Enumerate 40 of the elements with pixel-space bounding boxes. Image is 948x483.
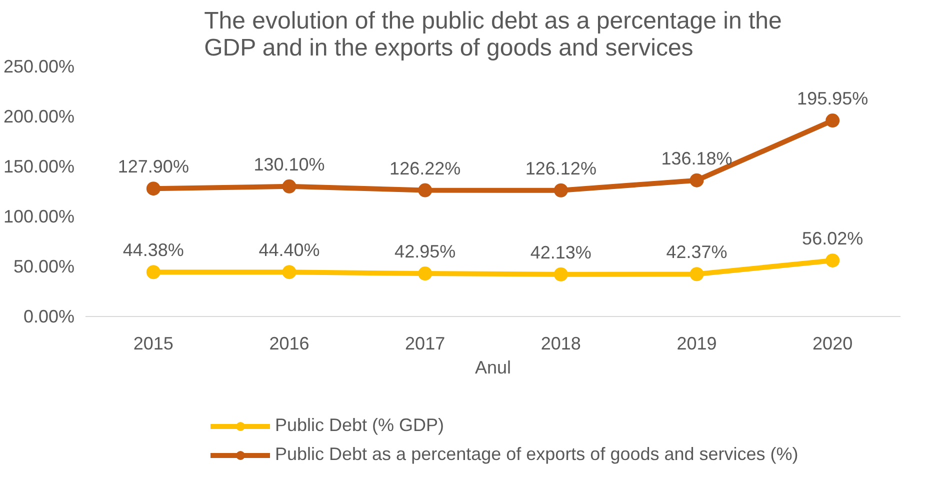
- x-tick-label: 2017: [405, 334, 446, 354]
- point: [282, 179, 296, 194]
- y-tick-label: 250.00%: [3, 56, 75, 76]
- chart-title: The evolution of the public debt as a percentage in the GDP and in the exports of goods and services: [204, 8, 782, 62]
- data-label: 126.22%: [390, 158, 461, 178]
- data-label: 127.90%: [118, 156, 189, 177]
- point: [146, 182, 160, 196]
- data-label: 44.38%: [122, 240, 184, 260]
- y-tick-label: 0.00%: [23, 306, 75, 326]
- point: [690, 267, 704, 282]
- data-label: 42.95%: [394, 242, 456, 262]
- point: [554, 267, 568, 282]
- data-label: 136.18%: [661, 148, 732, 168]
- point: [554, 183, 568, 198]
- x-tick-label: 2020: [812, 334, 853, 354]
- data-label: 126.12%: [525, 158, 596, 178]
- x-tick-label: 2018: [540, 334, 581, 354]
- x-axis-title: Anul: [474, 358, 512, 378]
- legend-label: Public Debt as a percentage of exports of goods and services (%): [275, 444, 798, 465]
- x-tick-label: 2016: [269, 334, 310, 354]
- point: [690, 173, 704, 188]
- point: [418, 266, 432, 281]
- x-tick-label: 2019: [676, 334, 717, 354]
- point: [418, 183, 432, 198]
- data-label: 42.37%: [666, 242, 728, 262]
- point: [826, 114, 840, 128]
- y-tick-label: 150.00%: [3, 156, 75, 176]
- data-label: 42.13%: [530, 242, 592, 262]
- data-label: 130.10%: [254, 154, 325, 174]
- y-tick-label: 200.00%: [3, 106, 75, 126]
- x-tick-label: 2015: [133, 334, 174, 354]
- point: [282, 265, 296, 280]
- data-label: 56.02%: [802, 228, 864, 248]
- point: [826, 253, 840, 268]
- y-tick-label: 50.00%: [13, 256, 75, 276]
- data-label: 195.95%: [797, 88, 868, 109]
- y-tick-label: 100.00%: [3, 206, 75, 226]
- point: [146, 265, 160, 280]
- legend-label: Public Debt (% GDP): [275, 415, 444, 436]
- data-label: 44.40%: [258, 240, 320, 260]
